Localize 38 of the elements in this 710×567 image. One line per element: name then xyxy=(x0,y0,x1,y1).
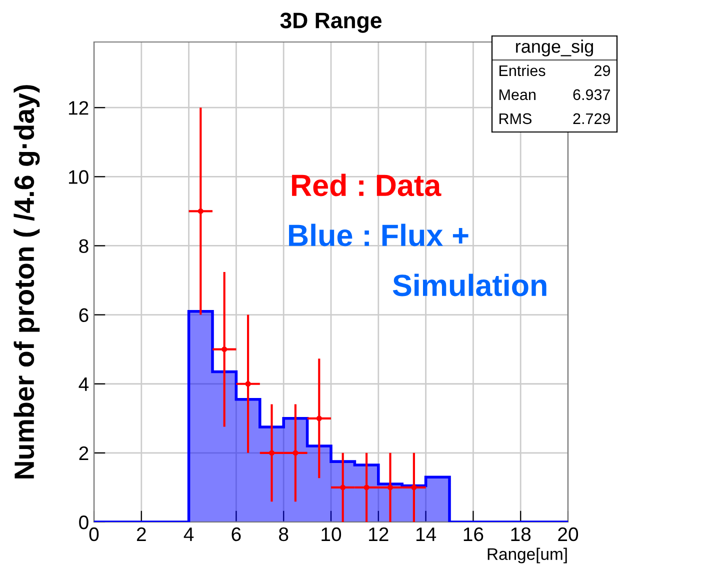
y-tick-label: 12 xyxy=(68,101,88,115)
text: Mean 6.937 xyxy=(500,89,610,100)
point xyxy=(292,450,298,456)
x-axis-title: Range[um] xyxy=(488,548,567,564)
point xyxy=(198,208,204,214)
point xyxy=(245,381,251,387)
y-tick-label: 8 xyxy=(79,239,88,253)
point xyxy=(340,484,346,490)
x-tick-label: 20 xyxy=(558,527,578,542)
point xyxy=(316,416,322,422)
y-tick-label: 6 xyxy=(79,308,88,322)
annotation: Blue : Flux + xyxy=(289,224,468,246)
chart-title: 3D Range xyxy=(280,12,382,33)
x-tick-label: 4 xyxy=(184,528,194,541)
x-tick-label: 0 xyxy=(89,527,99,542)
x-tick-label: 10 xyxy=(322,527,342,542)
x-tick-label: 16 xyxy=(464,527,484,542)
point xyxy=(387,484,394,490)
annotation: Simulation xyxy=(392,274,546,296)
point xyxy=(364,484,370,490)
y-tick-label: 0 xyxy=(79,515,88,530)
x-tick-label: 12 xyxy=(369,527,388,541)
x-tick-label: 18 xyxy=(511,527,531,542)
point xyxy=(222,346,228,352)
point xyxy=(268,450,275,456)
text: RMS 2.729 xyxy=(500,113,610,124)
y-tick-label: 10 xyxy=(68,170,88,184)
x-tick-label: 6 xyxy=(232,527,241,542)
x-tick-label: 14 xyxy=(416,528,436,541)
point xyxy=(411,484,417,490)
annotation: Red : Data xyxy=(292,174,442,196)
y-tick-label: 4 xyxy=(78,378,89,391)
y-tick-label: 2 xyxy=(79,446,88,460)
x-tick-label: 2 xyxy=(136,527,146,541)
y-axis-title: Number of proton ( /4.6 g·day) xyxy=(14,85,40,478)
text: Entries 29 xyxy=(500,64,610,76)
x-tick-label: 8 xyxy=(279,527,288,542)
annotation: range_sig xyxy=(516,40,593,56)
